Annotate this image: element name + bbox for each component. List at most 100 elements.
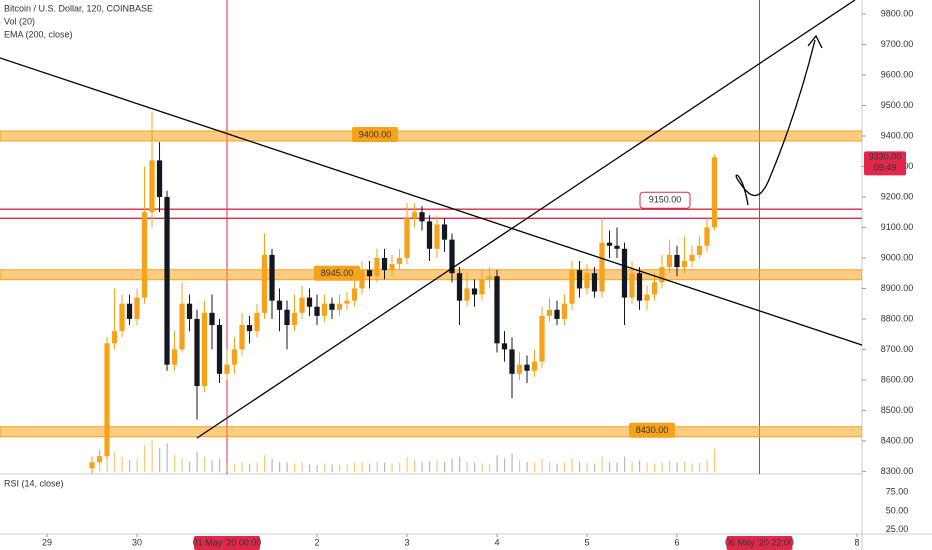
candle-body [554,309,560,319]
volume-bar [279,461,281,472]
volume-bar [496,455,498,472]
volume-bar [511,453,513,472]
candle-body [396,257,403,265]
candle-body [689,254,695,262]
candle-body [531,361,538,371]
x-tick-label: 4 [494,537,499,547]
volume-bar [586,462,588,472]
candle-body [216,325,223,374]
volume-bar [646,462,648,472]
volume-bar [331,464,333,472]
last-price-box [864,151,906,176]
level-label-box [314,265,360,281]
volume-bar [121,456,123,472]
volume-bar [219,458,221,472]
volume-bar [159,448,161,472]
candle-body [449,239,455,274]
candle-body [201,312,208,387]
candle-body [561,303,568,319]
candle-body [494,276,500,344]
volume-bar [451,458,453,472]
volume-bar [114,451,116,472]
volume-bar [661,461,663,472]
candle-body [704,227,710,246]
candle-body [696,245,703,255]
candle-body [614,245,620,249]
rsi-title: RSI (14, close) [4,478,64,488]
candle-body [651,282,658,295]
y-tick-label: 8800.00 [881,313,914,323]
y-tick-label: 9400.00 [881,130,914,140]
volume-bar [691,463,693,472]
candle-body [111,331,118,344]
candle-body [389,264,395,271]
candle-body [539,315,545,362]
candle-body [276,300,283,310]
trendline [0,57,862,346]
candle-body [471,288,478,295]
candle-body [224,364,230,374]
volume-bar [406,456,408,472]
volume-bar [653,463,656,472]
candle-body [374,257,380,277]
volume-bar [249,463,251,472]
x-tick-label: 6 [674,537,679,547]
volume-bar [616,462,618,472]
volume-bar [286,462,288,472]
candle-body [516,364,523,374]
volume-bar [316,465,318,472]
volume-bar [571,458,573,472]
volume-bar [458,456,461,472]
volume-bar [481,463,483,472]
x-tick-label: 29 [42,537,52,547]
candle-body [156,160,163,197]
x-tick-label: 06 May '20 22:00 [725,537,794,547]
volume-bar [436,460,438,472]
volume-bar [676,462,678,472]
volume-bar [151,440,153,472]
candle-body [419,212,425,222]
candle-body [524,364,530,371]
candle-body [126,303,133,319]
indicator-label: EMA (200, close) [4,29,73,39]
candle-body [291,312,298,326]
volume-bar [466,461,468,472]
candle-body [149,160,155,213]
candle-body [629,273,635,298]
rsi-tick-label: 25.00 [886,524,909,534]
candle-body [351,288,358,301]
volume-bar [706,460,708,472]
volume-bar [541,458,543,472]
candle-body [606,242,613,246]
time-highlight [194,536,261,550]
x-tick-label: 2 [314,537,319,547]
candle-body [329,303,335,310]
volume-bar [241,461,243,472]
x-tick-label: 5 [584,537,589,547]
volume-bar [421,461,423,472]
candle-body [711,157,718,228]
candle-body [269,254,275,301]
y-tick-label: 9100.00 [881,222,914,232]
candle-body [456,273,463,301]
volume-bar [211,460,213,472]
level-label-box [629,422,675,438]
candle-body [479,279,485,295]
candle-body [576,270,583,289]
volume-bar [623,456,626,472]
volume-bar [99,463,101,472]
candle-body [644,294,650,301]
volume-bar [376,461,378,472]
x-tick-label: 01 May '20 00:00 [193,537,262,547]
volume-bar [443,461,446,472]
volume-bar [234,463,236,472]
volume-bar [309,464,311,472]
volume-bar [189,461,191,472]
volume-bar [354,462,356,472]
volume-bar [683,461,686,472]
candle-body [546,309,553,316]
candle-body [584,273,590,289]
candle-body [366,270,373,277]
y-tick-label: 8700.00 [881,344,914,354]
volume-bar [608,461,611,472]
